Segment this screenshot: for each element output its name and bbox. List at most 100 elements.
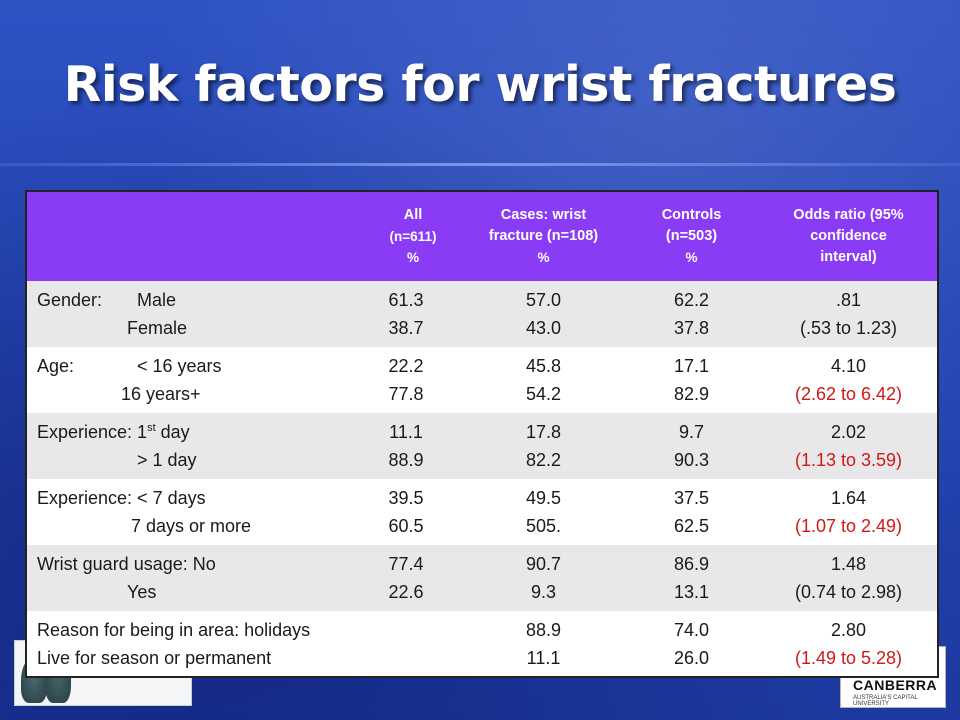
cell-all: 77.4 22.6 [362, 545, 464, 611]
cell-value: 37.5 [673, 488, 710, 508]
cell-value: 1.48 [830, 554, 867, 574]
cell-value: 2.02 [830, 422, 867, 442]
logo-name: CANBERRA [853, 677, 938, 693]
label-text: 7 days or more [131, 516, 252, 536]
cell-value: 77.4 [388, 554, 424, 574]
cell-value: 9.3 [530, 582, 557, 602]
label-text: Experience: 1 [37, 422, 148, 442]
cell-value: 2.80 [830, 619, 867, 640]
row-label: Experience: 1st day > 1 day [26, 413, 362, 479]
label-text: Female [127, 318, 188, 338]
cell-all: 39.5 60.5 [362, 479, 464, 545]
cell-value: 26.0 [673, 647, 710, 668]
cell-cases: 17.8 82.2 [464, 413, 623, 479]
label-text: 16 years+ [121, 384, 201, 404]
cell-cases: 45.8 54.2 [464, 347, 623, 413]
header-odds-ratio: Odds ratio (95% confidence interval) [760, 191, 938, 281]
cell-odds: 4.10 (2.62 to 6.42) [760, 347, 938, 413]
cell-value: 22.2 [388, 356, 424, 376]
cell-value: 57.0 [525, 290, 562, 310]
cell-controls: 86.9 13.1 [623, 545, 760, 611]
cell-value: 17.1 [673, 356, 710, 376]
label-text: Reason for being in area: holidays [37, 619, 311, 640]
title-divider [0, 163, 960, 166]
label-text: Experience: < 7 days [37, 488, 206, 508]
cell-value [362, 644, 450, 672]
cell-controls: 62.2 37.8 [623, 281, 760, 347]
table-row: Experience: 1st day > 1 day 11.1 88.9 17… [26, 413, 938, 479]
cell-value: 62.5 [673, 516, 710, 536]
cell-value: 61.3 [388, 290, 424, 310]
cell-value: 49.5 [525, 488, 562, 508]
cell-value: 9.7 [678, 422, 705, 442]
cell-value: 82.9 [673, 384, 710, 404]
row-label: Experience: < 7 days 7 days or more [26, 479, 362, 545]
cell-value: 74.0 [673, 619, 710, 640]
header-line: (n=503) [665, 228, 718, 244]
cell-cases: 88.9 11.1 [464, 611, 623, 677]
table-header-row: All (n=611) % Cases: wrist fracture (n=1… [26, 191, 938, 281]
cell-value: 13.1 [673, 582, 710, 602]
header-cases: Cases: wrist fracture (n=108) % [464, 191, 623, 281]
header-line: % [537, 250, 550, 265]
header-all: All (n=611) % [362, 191, 464, 281]
table-row: Experience: < 7 days 7 days or more 39.5… [26, 479, 938, 545]
cell-value: 505. [525, 516, 562, 536]
label-text: Yes [127, 582, 157, 602]
table-row: Age: < 16 years 16 years+ 22.2 77.8 45.8 … [26, 347, 938, 413]
header-line: Odds ratio (95% [793, 207, 904, 223]
cell-odds: 2.02 (1.13 to 3.59) [760, 413, 938, 479]
slide-title: Risk factors for wrist fractures [63, 56, 897, 113]
header-line: Controls [661, 207, 722, 223]
cell-odds: .81 (.53 to 1.23) [760, 281, 938, 347]
cell-odds: 1.64 (1.07 to 2.49) [760, 479, 938, 545]
cell-value: .81 [835, 290, 862, 310]
label-text: Gender: [37, 290, 103, 310]
cell-value: 38.7 [388, 318, 424, 338]
header-line: Cases: wrist [500, 207, 587, 223]
label-superscript: st [147, 422, 156, 434]
cell-value: 82.2 [525, 450, 562, 470]
cell-value: 43.0 [525, 318, 562, 338]
table-row: Wrist guard usage: No Yes 77.4 22.6 90.7… [26, 545, 938, 611]
cell-value: 86.9 [673, 554, 710, 574]
row-label: Gender: Male Female [26, 281, 362, 347]
table-row: Reason for being in area: holidays Live … [26, 611, 938, 677]
cell-value: 90.7 [525, 554, 562, 574]
row-label: Wrist guard usage: No Yes [26, 545, 362, 611]
cell-value: 22.6 [388, 582, 424, 602]
cell-all [362, 611, 464, 677]
cell-cases: 90.7 9.3 [464, 545, 623, 611]
cell-all: 22.2 77.8 [362, 347, 464, 413]
cell-value: 62.2 [673, 290, 710, 310]
header-empty [26, 191, 362, 281]
cell-cases: 49.5 505. [464, 479, 623, 545]
label-text: day [155, 422, 190, 442]
cell-value: (1.13 to 3.59) [794, 450, 903, 470]
cell-controls: 74.0 26.0 [623, 611, 760, 677]
cell-value: 4.10 [830, 356, 867, 376]
cell-controls: 17.1 82.9 [623, 347, 760, 413]
cell-value [362, 616, 450, 644]
cell-value: 54.2 [525, 384, 562, 404]
row-label: Reason for being in area: holidays Live … [26, 611, 362, 677]
cell-value: 60.5 [388, 516, 424, 536]
cell-value: (0.74 to 2.98) [794, 582, 903, 602]
cell-value: 88.9 [525, 619, 562, 640]
logo-line: UNIVERSITY OF [855, 663, 924, 673]
header-line: fracture (n=108) [488, 228, 599, 244]
cell-cases: 57.0 43.0 [464, 281, 623, 347]
cell-value: 88.9 [388, 450, 424, 470]
table-row: Gender: Male Female 61.3 38.7 57.0 43.0 6… [26, 281, 938, 347]
header-line: (n=611) [389, 229, 437, 244]
cell-value: 17.8 [525, 422, 562, 442]
risk-factors-table: All (n=611) % Cases: wrist fracture (n=1… [25, 190, 939, 678]
header-line: % [685, 250, 698, 265]
label-text: Male [137, 290, 177, 310]
left-logo-image [14, 640, 192, 706]
cell-value: 39.5 [388, 488, 424, 508]
cell-value: (.53 to 1.23) [799, 318, 898, 338]
tree-shape [45, 647, 71, 703]
cell-odds: 1.48 (0.74 to 2.98) [760, 545, 938, 611]
row-label: Age: < 16 years 16 years+ [26, 347, 362, 413]
